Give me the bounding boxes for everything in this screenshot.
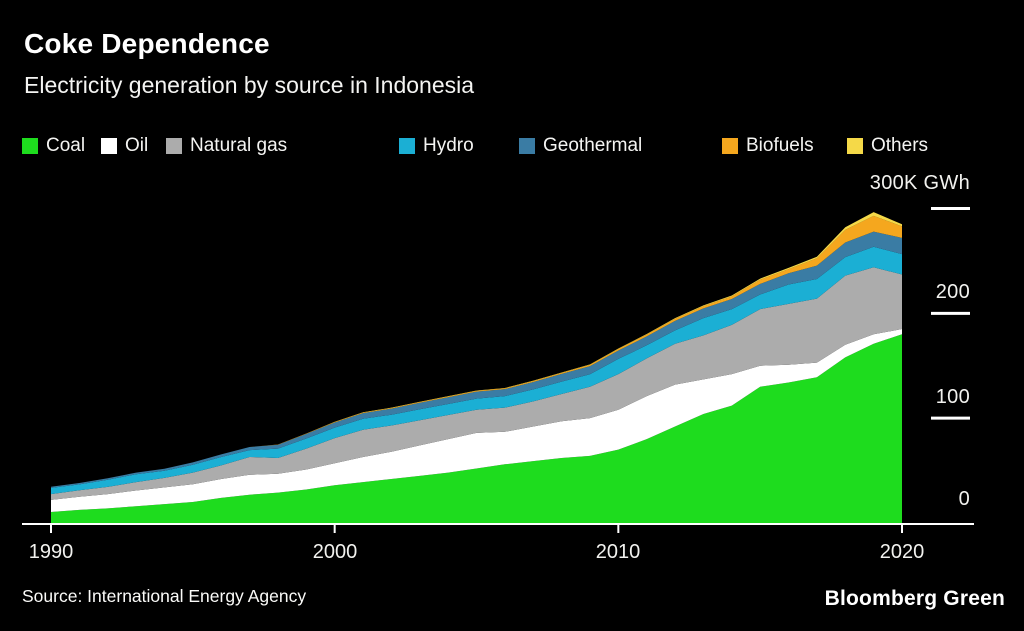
y-axis-label-200: 200 <box>935 281 970 303</box>
x-axis-label-2010: 2010 <box>595 541 641 563</box>
legend-swatch-coal <box>22 138 38 154</box>
legend-item-geothermal: Geothermal <box>519 135 642 157</box>
y-axis-label-100: 100 <box>935 386 970 408</box>
x-axis-label-1990: 1990 <box>28 541 74 563</box>
legend-swatch-natural-gas <box>166 138 182 154</box>
legend-label-others: Others <box>871 135 929 156</box>
legend-swatch-biofuels <box>722 138 738 154</box>
legend-label-biofuels: Biofuels <box>746 135 814 156</box>
legend-item-oil: Oil <box>101 135 148 157</box>
x-axis-label-2000: 2000 <box>312 541 358 563</box>
legend-swatch-oil <box>101 138 117 154</box>
legend-label-coal: Coal <box>46 135 86 156</box>
legend-swatch-geothermal <box>519 138 535 154</box>
legend-item-coal: Coal <box>22 135 85 157</box>
area-coal <box>51 334 902 523</box>
chart-title: Coke Dependence <box>24 28 270 59</box>
legend-label-natural-gas: Natural gas <box>190 135 288 156</box>
legend-item-natural-gas: Natural gas <box>166 135 287 157</box>
axis-layer <box>22 207 974 533</box>
bloomberg-green-logo: Bloomberg Green <box>824 587 1005 610</box>
y-axis-label-300: 300K GWh <box>869 172 970 194</box>
legend-label-oil: Oil <box>125 135 149 156</box>
source-credit: Source: International Energy Agency <box>22 586 307 606</box>
legend-label-geothermal: Geothermal <box>543 135 643 156</box>
legend-swatch-others <box>847 138 863 154</box>
legend-item-biofuels: Biofuels <box>722 135 814 157</box>
legend-label-hydro: Hydro <box>423 135 474 156</box>
legend-item-hydro: Hydro <box>399 135 474 157</box>
chart-subtitle: Electricity generation by source in Indo… <box>24 72 475 98</box>
x-axis-label-2020: 2020 <box>879 541 925 563</box>
area-layers <box>51 212 902 523</box>
legend-swatch-hydro <box>399 138 415 154</box>
legend-item-others: Others <box>847 135 928 157</box>
area-oil <box>51 329 902 512</box>
legend: Coal Oil Natural gas Hydro Geothermal Bi… <box>0 135 1024 159</box>
y-axis-label-0: 0 <box>958 488 970 510</box>
